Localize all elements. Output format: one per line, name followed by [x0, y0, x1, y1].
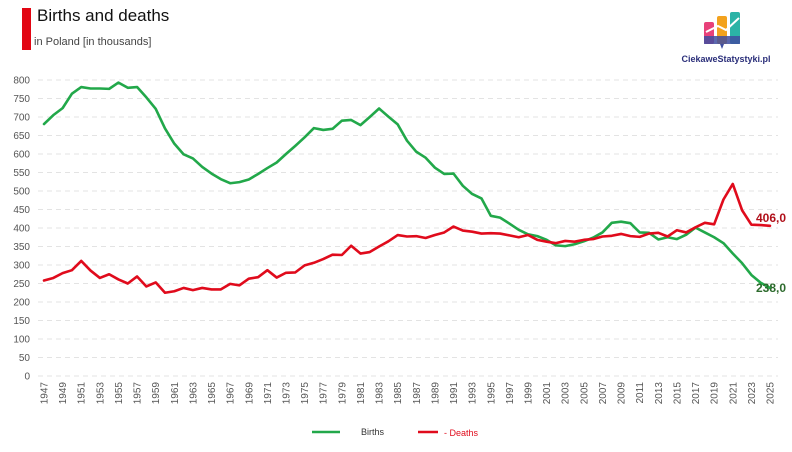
y-tick-label: 400	[13, 224, 30, 235]
x-tick-label: 2013	[654, 382, 665, 405]
accent-bar	[22, 8, 31, 50]
chart-subtitle: in Poland [in thousands]	[34, 36, 152, 48]
x-tick-label: 1989	[430, 382, 441, 405]
y-tick-label: 500	[13, 187, 30, 198]
x-tick-label: 1999	[524, 382, 535, 405]
x-tick-label: 1953	[95, 382, 106, 405]
end-value-label: 238,0	[756, 281, 786, 295]
x-tick-label: 2023	[747, 382, 758, 405]
x-tick-label: 2007	[598, 382, 609, 405]
y-tick-label: 550	[13, 168, 30, 179]
x-tick-label: 1947	[40, 382, 51, 405]
x-tick-label: 1979	[337, 382, 348, 405]
y-tick-label: 250	[13, 279, 30, 290]
x-tick-label: 1957	[133, 382, 144, 405]
y-tick-label: 0	[24, 372, 30, 383]
x-tick-label: 1967	[226, 382, 237, 405]
x-tick-label: 1975	[300, 382, 311, 405]
y-tick-label: 800	[13, 76, 30, 87]
x-tick-label: 2025	[766, 382, 777, 405]
bar-chart-logo-icon	[704, 12, 740, 49]
x-tick-label: 1965	[207, 382, 218, 405]
x-tick-label: 1969	[244, 382, 255, 405]
series-lines	[42, 81, 772, 295]
x-axis-ticks: 1947 1949 1951 1953 1955 1957 1959 1961 1963 1965…	[40, 382, 777, 405]
x-tick-label: 2017	[691, 382, 702, 405]
y-tick-label: 200	[13, 298, 30, 309]
y-tick-label: 650	[13, 131, 30, 142]
x-tick-label: 2005	[579, 382, 590, 405]
x-tick-label: 1961	[170, 382, 181, 405]
x-tick-label: 1971	[263, 382, 274, 405]
series-line-deaths	[42, 182, 772, 295]
y-tick-label: 150	[13, 316, 30, 327]
y-tick-label: 700	[13, 113, 30, 124]
x-tick-label: 1991	[449, 382, 460, 405]
y-tick-label: 300	[13, 261, 30, 272]
y-tick-label: 50	[19, 353, 31, 364]
x-tick-label: 1955	[114, 382, 125, 405]
x-tick-label: 1997	[505, 382, 516, 405]
x-tick-label: 2021	[728, 382, 739, 405]
gridlines	[38, 79, 778, 377]
chart-title: Births and deaths	[37, 6, 170, 25]
x-tick-label: 1963	[188, 382, 199, 405]
x-tick-label: 1981	[356, 382, 367, 405]
x-tick-label: 2015	[672, 382, 683, 405]
end-value-label: 406,0	[756, 211, 786, 225]
brand-name: CiekaweStatystyki.pl	[681, 54, 771, 64]
x-tick-label: 1987	[412, 382, 423, 405]
x-tick-label: 1985	[393, 382, 404, 405]
y-axis-ticks: 0 50 100 150 200 250 300 350 400 450 500 550 600 650 7…	[13, 76, 30, 383]
y-tick-label: 350	[13, 242, 30, 253]
y-tick-label: 100	[13, 335, 30, 346]
x-tick-label: 1949	[58, 382, 69, 405]
series-line-births	[42, 81, 772, 290]
x-tick-label: 1993	[468, 382, 479, 405]
legend-label-deaths: - Deaths	[444, 428, 479, 438]
y-tick-label: 450	[13, 205, 30, 216]
brand-logo[interactable]: CiekaweStatystyki.pl	[676, 10, 776, 68]
legend: Births - Deaths	[312, 427, 479, 438]
x-tick-label: 1973	[282, 382, 293, 405]
x-tick-label: 2003	[561, 382, 572, 405]
x-tick-label: 2011	[635, 382, 646, 404]
x-tick-label: 2001	[542, 382, 553, 405]
x-tick-label: 1977	[319, 382, 330, 405]
legend-label-births: Births	[361, 427, 385, 437]
x-tick-label: 1959	[151, 382, 162, 405]
y-tick-label: 600	[13, 150, 30, 161]
x-tick-label: 1951	[77, 382, 88, 405]
y-tick-label: 750	[13, 94, 30, 105]
x-tick-label: 1983	[375, 382, 386, 405]
x-tick-label: 2019	[710, 382, 721, 405]
x-tick-label: 1995	[486, 382, 497, 405]
x-tick-label: 2009	[617, 382, 628, 405]
end-labels: 406,0 238,0	[756, 211, 786, 295]
